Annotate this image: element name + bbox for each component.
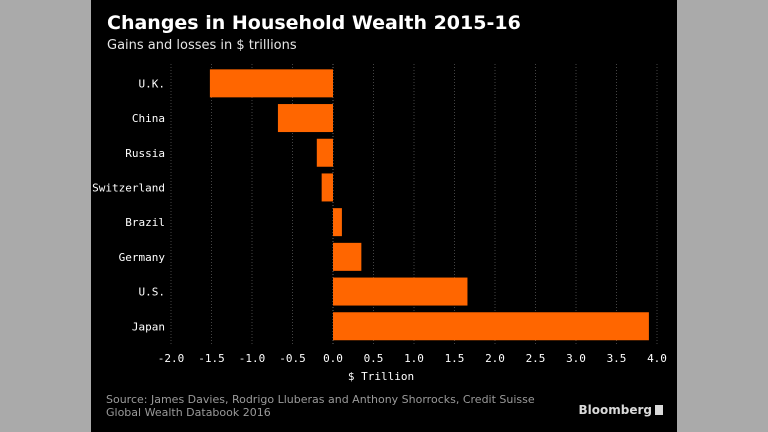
chart-subtitle: Gains and losses in $ trillions — [107, 38, 297, 53]
category-label: Brazil — [125, 216, 165, 229]
bar-japan — [333, 312, 649, 341]
bar-u-k — [209, 69, 333, 98]
x-tick-label: -1.0 — [239, 352, 266, 365]
source-note: Source: James Davies, Rodrigo Lluberas a… — [106, 393, 535, 419]
brand-logo: Bloomberg — [578, 403, 663, 417]
x-tick-label: -0.5 — [279, 352, 306, 365]
category-label: U.S. — [139, 286, 166, 299]
x-tick-label: 2.5 — [526, 352, 546, 365]
bar-russia — [316, 138, 333, 167]
brand-mark-icon — [655, 405, 663, 415]
category-label: China — [132, 112, 165, 125]
x-axis-label: $ Trillion — [348, 370, 414, 383]
x-tick-label: -1.5 — [198, 352, 225, 365]
bar-brazil — [333, 208, 342, 237]
bar-switzerland — [321, 173, 333, 202]
chart-title: Changes in Household Wealth 2015-16 — [107, 12, 521, 34]
bar-u-s — [333, 277, 468, 306]
x-tick-label: 3.5 — [607, 352, 627, 365]
bar-chart: U.K. China Russia Switzerland Brazil Germany U… — [92, 64, 667, 383]
category-label: Russia — [125, 147, 165, 160]
bars — [209, 69, 649, 341]
x-tick-label: 0.5 — [364, 352, 384, 365]
category-label: Switzerland — [92, 181, 165, 194]
x-tick-label: 4.0 — [647, 352, 667, 365]
x-tick-label: 3.0 — [566, 352, 586, 365]
brand-name: Bloomberg — [578, 403, 653, 417]
x-tick-label: 0.0 — [323, 352, 343, 365]
bar-germany — [333, 242, 362, 271]
category-label: U.K. — [139, 77, 166, 90]
category-label: Japan — [132, 320, 165, 333]
x-tick-labels: -2.0 -1.5 -1.0 -0.5 0.0 0.5 1.0 1.5 2.0 2.5 3.0 3.5… — [158, 352, 667, 365]
chart-panel: Changes in Household Wealth 2015-16 Gain… — [91, 0, 677, 432]
bar-china — [277, 104, 333, 133]
category-label: Germany — [119, 251, 166, 264]
x-tick-label: -2.0 — [158, 352, 185, 365]
x-tick-label: 1.0 — [404, 352, 424, 365]
x-tick-label: 1.5 — [445, 352, 465, 365]
x-tick-label: 2.0 — [485, 352, 505, 365]
category-labels: U.K. China Russia Switzerland Brazil Germany U… — [92, 77, 165, 333]
